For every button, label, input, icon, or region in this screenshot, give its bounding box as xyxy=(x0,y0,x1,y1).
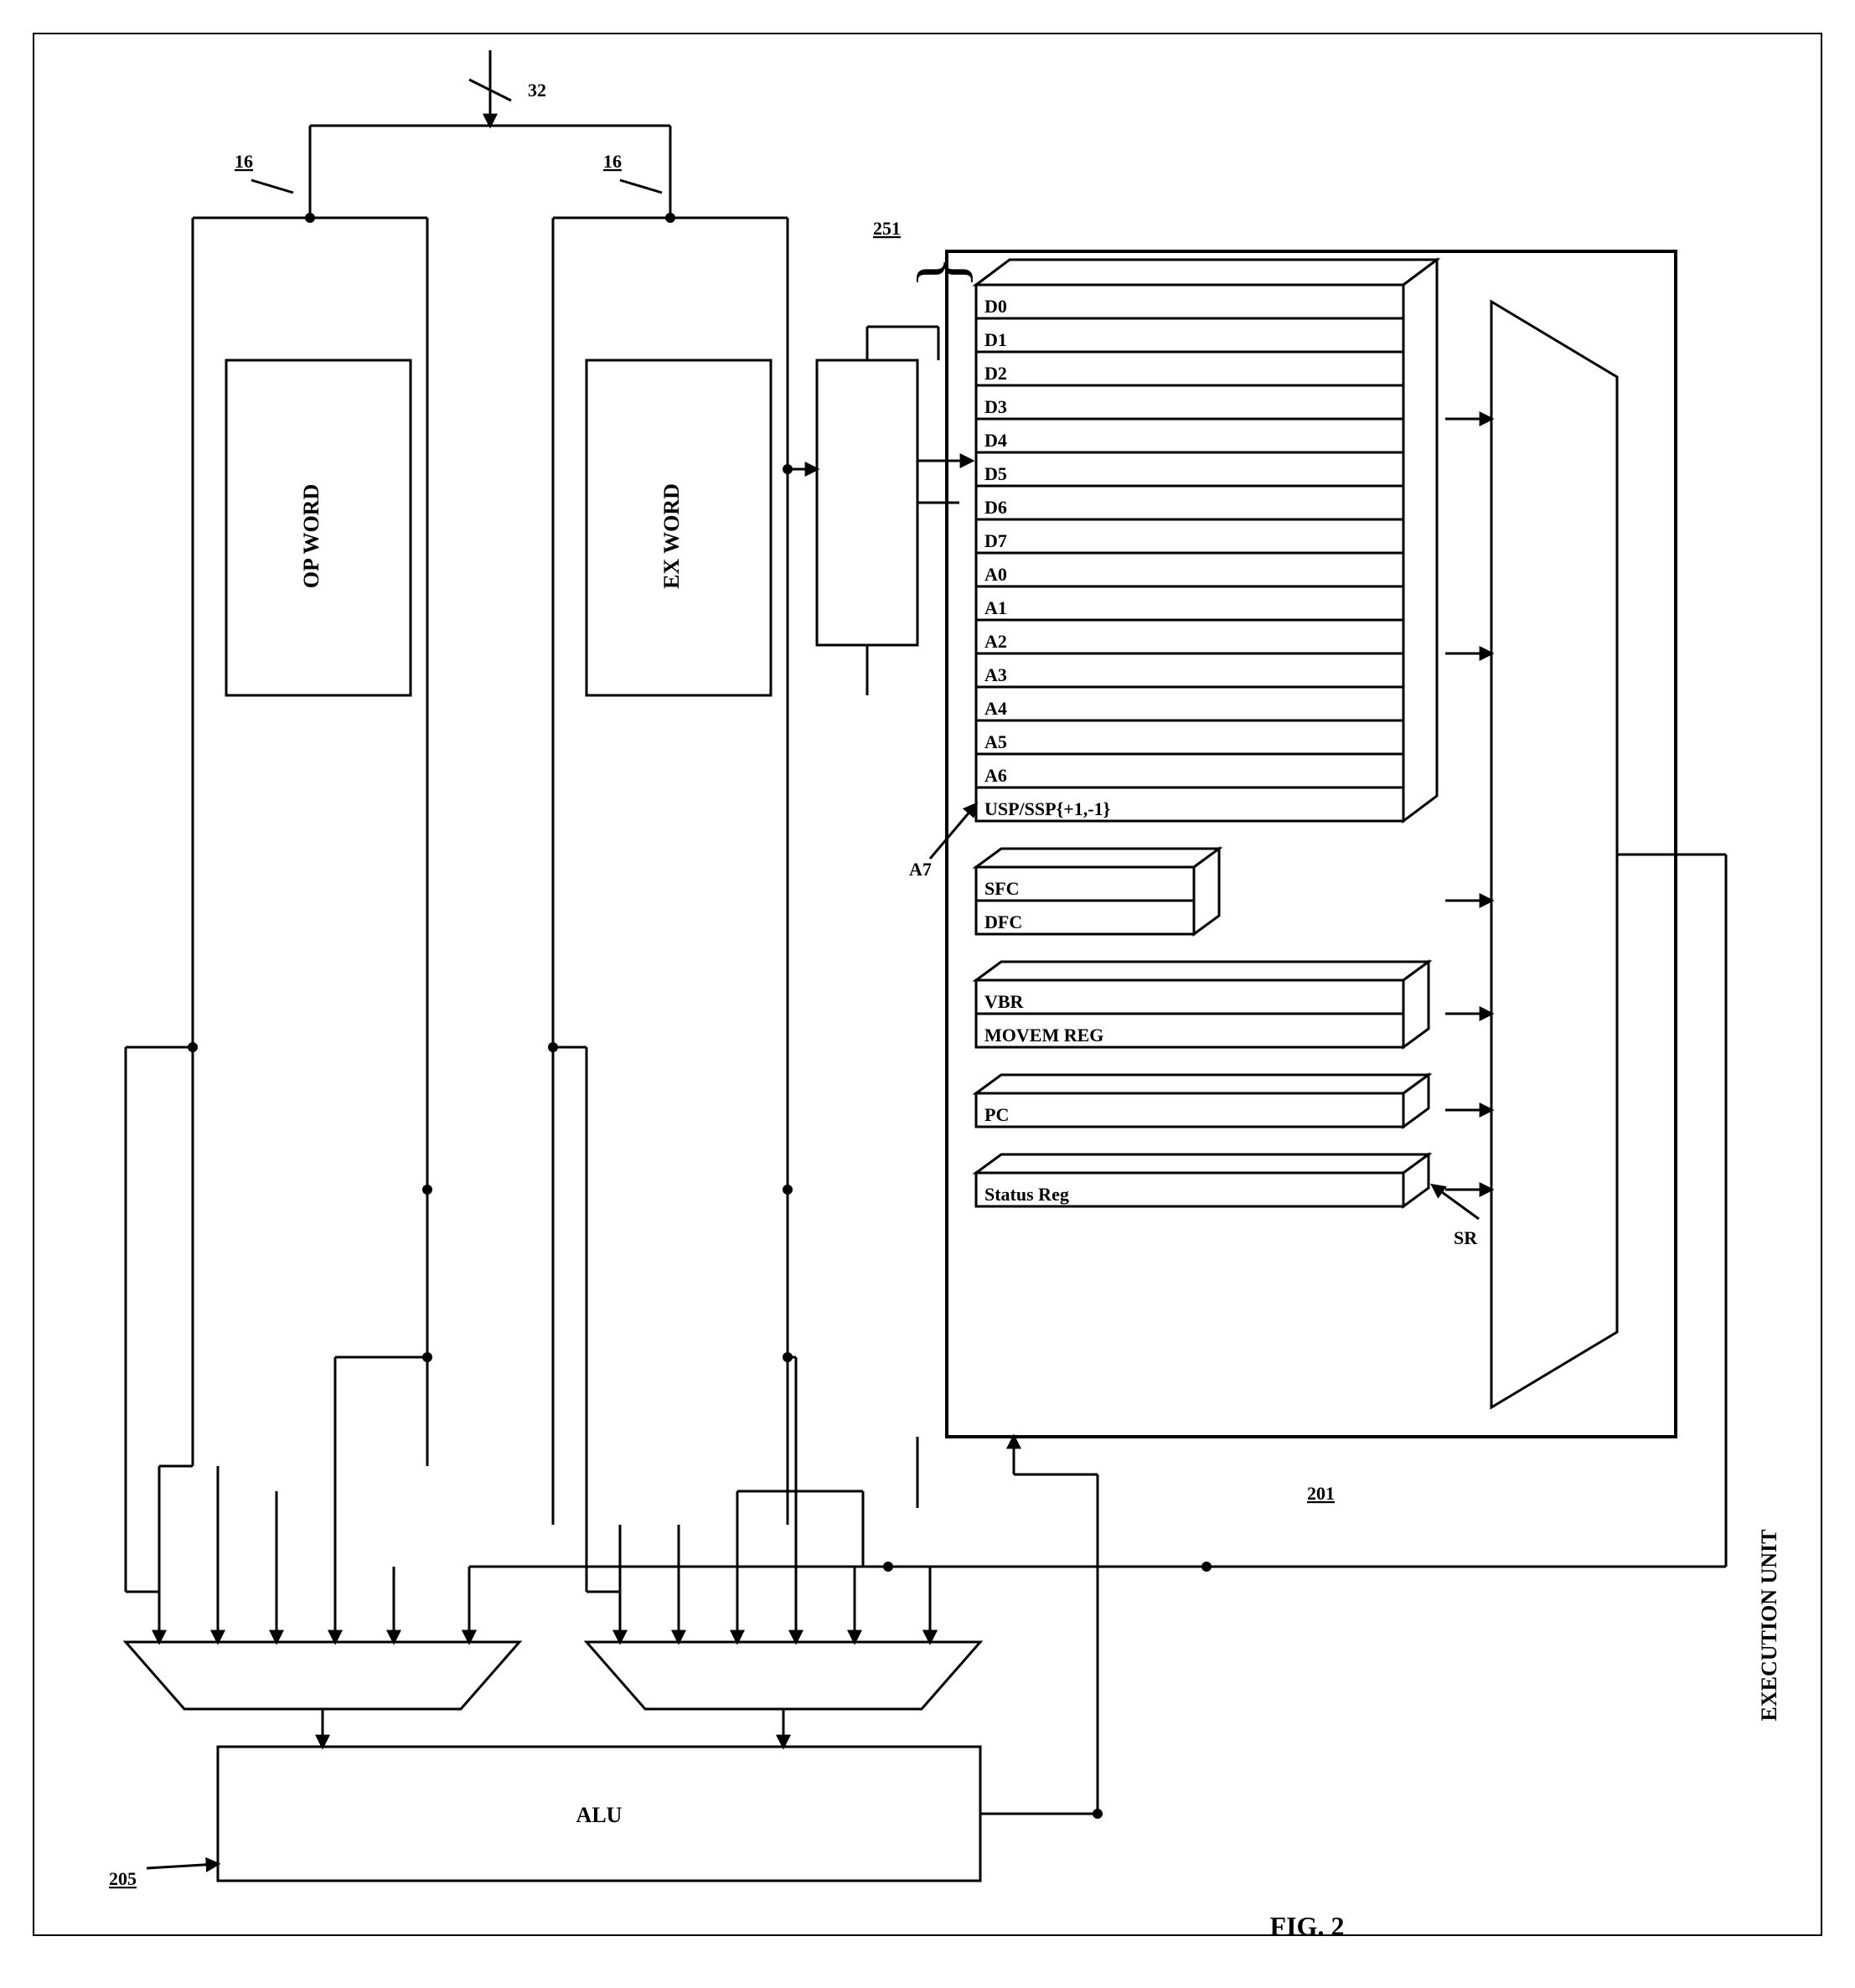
op-word-block: OP WORD xyxy=(299,484,323,588)
reg-d0: D0 xyxy=(984,296,1007,317)
reg-a2: A2 xyxy=(984,631,1007,652)
reg-uspssp11: USP/SSP{+1,-1} xyxy=(984,798,1110,819)
reg-d3: D3 xyxy=(984,396,1007,417)
reg-vbr: VBR xyxy=(984,991,1025,1012)
reg-status: Status Reg xyxy=(984,1184,1069,1205)
reg-a6: A6 xyxy=(984,765,1007,786)
reg-d5: D5 xyxy=(984,463,1007,484)
ref-201: 201 xyxy=(1307,1483,1335,1504)
bus-width-left: 16 xyxy=(235,151,253,172)
reg-sfc: SFC xyxy=(984,878,1020,899)
reg-a3: A3 xyxy=(984,664,1007,685)
reg-a1: A1 xyxy=(984,597,1007,618)
reg-d4: D4 xyxy=(984,430,1007,451)
reg-a4: A4 xyxy=(984,698,1007,719)
alu-block: ALU xyxy=(576,1803,623,1827)
reg-d7: D7 xyxy=(984,530,1007,551)
ref-sr: SR xyxy=(1454,1227,1478,1248)
reg-a5: A5 xyxy=(984,731,1007,752)
reg-d1: D1 xyxy=(984,329,1007,350)
ref-a7: A7 xyxy=(909,859,932,880)
execution-unit-label: EXECUTION UNIT xyxy=(1757,1530,1781,1722)
reg-pc: PC xyxy=(984,1104,1009,1125)
ref-251: 251 xyxy=(873,218,901,239)
ref-205: 205 xyxy=(109,1868,137,1889)
svg-text:{: { xyxy=(911,256,984,288)
reg-a0: A0 xyxy=(984,564,1007,585)
reg-d6: D6 xyxy=(984,497,1007,518)
reg-movem-reg: MOVEM REG xyxy=(984,1025,1103,1046)
bus-width-right: 16 xyxy=(603,151,622,172)
figure-caption: FIG. 2 xyxy=(1270,1911,1345,1941)
ex-word-block: EX WORD xyxy=(659,483,684,589)
reg-d2: D2 xyxy=(984,363,1007,384)
reg-dfc: DFC xyxy=(984,911,1022,932)
bus-width-32: 32 xyxy=(528,80,546,101)
